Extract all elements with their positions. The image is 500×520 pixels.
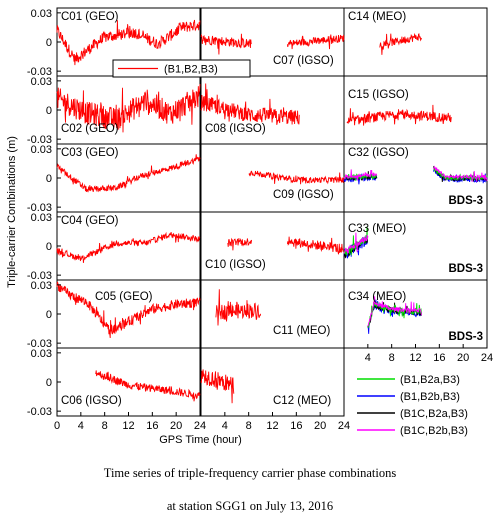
x-tick-label-2-2: 8: [389, 352, 395, 364]
series-line-8-1-3: [433, 165, 488, 182]
y-tick-label-4-1: 0: [46, 309, 52, 321]
series-line-10-1: [286, 236, 345, 255]
panel-label-9: C04 (GEO): [61, 215, 119, 227]
y-tick-label-5-2: 0.03: [31, 348, 52, 360]
series-line-15-0: [95, 370, 201, 402]
panel-label-3: C02 (GEO): [61, 123, 119, 135]
x-tick-label-0-6: 24: [194, 420, 206, 432]
y-tick-label-4-0: -0.03: [27, 338, 52, 350]
panel-label-14: C34 (MEO): [348, 291, 406, 303]
series-line-8-1-2: [432, 165, 488, 182]
y-tick-label-2-2: 0.03: [31, 144, 52, 156]
series-line-7-0: [248, 170, 345, 185]
panel-frame-5: [343, 75, 488, 145]
y-tick-label-0-2: 0.03: [31, 8, 52, 20]
panel-note-14: BDS-3: [448, 331, 483, 343]
x-tick-label-1-2: 8: [246, 420, 252, 432]
series-line-11-0-3: [343, 232, 369, 254]
series-line-12-0: [56, 281, 201, 339]
series-line-4-0: [200, 83, 300, 125]
x-tick-label-1-5: 20: [314, 420, 326, 432]
panel-label-16: C12 (MEO): [273, 395, 331, 407]
y-tick-label-3-2: 0.03: [31, 212, 52, 224]
y-tick-label-1-2: 0.03: [31, 76, 52, 88]
x-tick-label-2-5: 20: [457, 352, 469, 364]
series-line-14-0-2: [367, 301, 422, 328]
series-line-5-0: [346, 104, 452, 126]
legend-label-2: (B1,B2b,B3): [400, 391, 460, 403]
panel-note-11: BDS-3: [448, 263, 483, 275]
x-tick-label-2-1: 4: [365, 352, 371, 364]
panel-label-5: C15 (IGSO): [348, 89, 409, 101]
series-line-9-0: [56, 231, 201, 263]
series-line-13-0: [215, 289, 262, 326]
y-tick-label-2-0: -0.03: [27, 202, 52, 214]
y-tick-label-0-1: 0: [46, 37, 52, 49]
x-tick-label-0-1: 4: [78, 420, 84, 432]
x-tick-label-1-3: 12: [266, 420, 278, 432]
series-line-1-0: [200, 33, 252, 55]
y-tick-label-1-0: -0.03: [27, 134, 52, 146]
legend-label-3: (B1C,B2a,B3): [400, 408, 468, 420]
y-tick-label-4-2: 0.03: [31, 280, 52, 292]
panel-label-1: C07 (IGSO): [273, 55, 334, 67]
x-tick-label-0-2: 8: [102, 420, 108, 432]
series-line-16-0: [200, 369, 235, 404]
legend-label-4: (B1C,B2b,B3): [400, 425, 468, 437]
panel-label-13: C11 (MEO): [273, 325, 330, 337]
x-tick-label-2-6: 24: [481, 352, 493, 364]
x-tick-label-2-3: 12: [409, 352, 421, 364]
series-line-1-1: [286, 34, 345, 50]
panel-label-10: C10 (IGSO): [205, 259, 266, 271]
legend-label-1: (B1,B2a,B3): [400, 374, 460, 386]
panel-label-15: C06 (IGSO): [61, 395, 122, 407]
series-line-14-0-3: [367, 296, 422, 327]
panel-label-11: C33 (MEO): [348, 223, 406, 235]
series-line-0-0: [56, 19, 201, 66]
panel-label-6: C03 (GEO): [61, 147, 119, 159]
series-line-11-0-0: [343, 235, 368, 259]
series-line-8-0-3: [343, 169, 378, 181]
panel-label-0: C01 (GEO): [61, 11, 119, 23]
x-tick-label-0-0: 0: [54, 420, 60, 432]
x-tick-label-1-4: 16: [290, 420, 302, 432]
x-tick-label-0-4: 16: [146, 420, 158, 432]
panel-label-8: C32 (IGSO): [348, 147, 409, 159]
y-tick-label-1-1: 0: [46, 105, 52, 117]
x-tick-label-0-5: 20: [170, 420, 182, 432]
y-tick-label-5-1: 0: [46, 377, 52, 389]
panel-label-4: C08 (IGSO): [205, 123, 266, 135]
y-tick-label-0-0: -0.03: [27, 66, 52, 78]
y-tick-label-3-0: -0.03: [27, 270, 52, 282]
series-line-6-0: [56, 154, 201, 193]
series-line-2-0: [379, 32, 422, 55]
x-tick-label-1-1: 4: [222, 420, 228, 432]
panel-label-2: C14 (MEO): [348, 11, 406, 23]
x-tick-label-1-6: 24: [338, 420, 350, 432]
y-axis-label: Triple-carrier Combinations (m): [6, 136, 18, 288]
x-tick-label-0-3: 12: [122, 420, 134, 432]
x-axis-label: GPS Time (hour): [159, 434, 242, 446]
panel-note-8: BDS-3: [448, 195, 483, 207]
series-line-10-0: [227, 237, 253, 251]
panel-label-7: C09 (IGSO): [273, 189, 334, 201]
caption-line-1: Time series of triple-frequency carrier …: [103, 466, 397, 480]
y-tick-label-2-1: 0: [46, 173, 52, 185]
legend-label-0: (B1,B2,B3): [164, 64, 218, 76]
caption-line-2: at station SGG1 on July 13, 2016: [166, 499, 334, 513]
series-line-3-0: [56, 84, 201, 133]
legend-box-main: [112, 59, 251, 78]
y-tick-label-5-0: -0.03: [27, 406, 52, 418]
x-tick-label-2-4: 16: [433, 352, 445, 364]
y-tick-label-3-1: 0: [46, 241, 52, 253]
panel-label-12: C05 (GEO): [95, 291, 153, 303]
